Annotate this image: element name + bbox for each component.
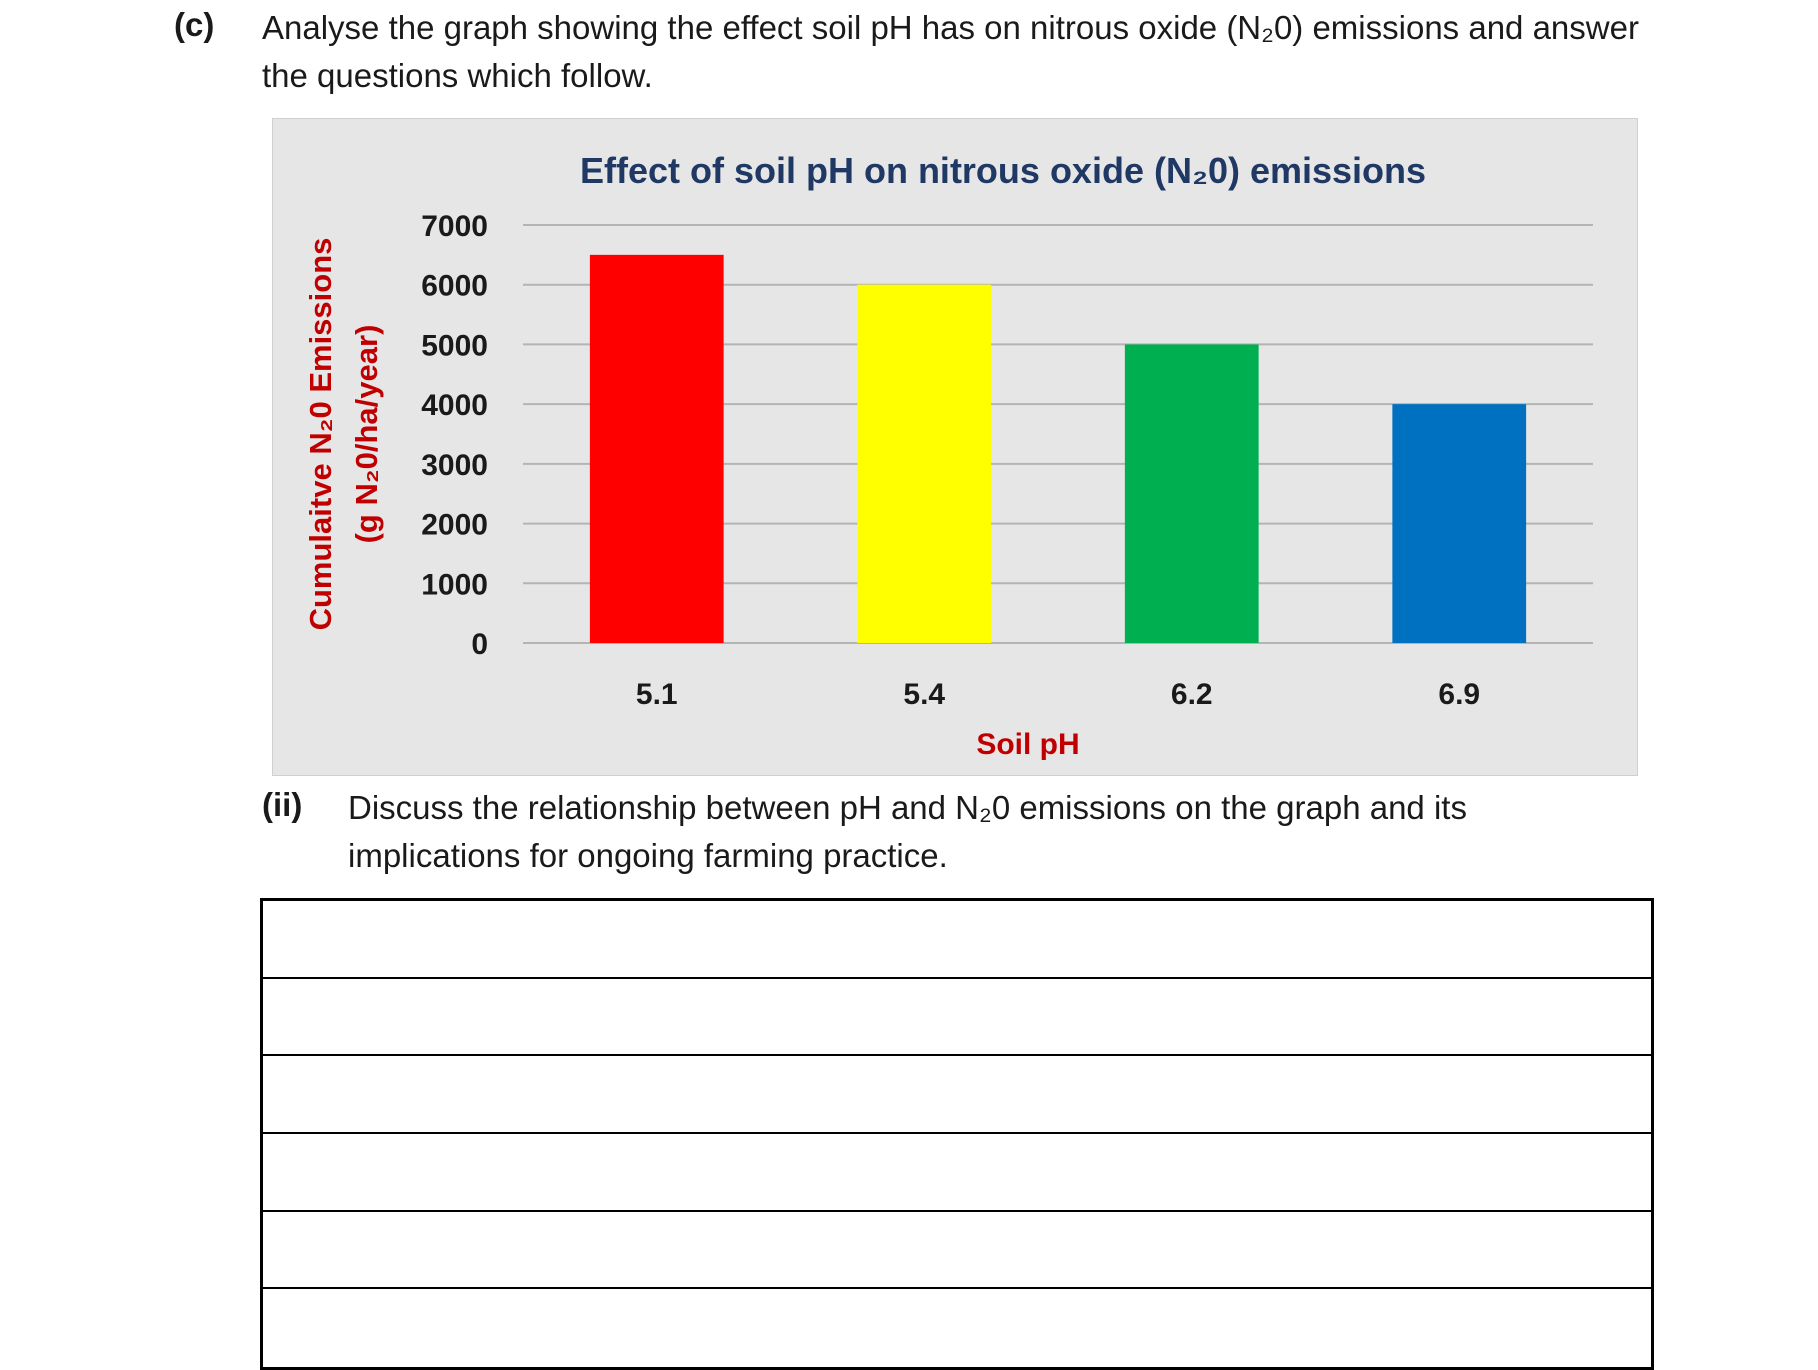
y-tick-label: 2000 — [421, 509, 488, 542]
x-tick-label: 6.2 — [1171, 678, 1213, 711]
y-tick-label: 1000 — [421, 568, 488, 601]
x-tick-label: 5.1 — [636, 678, 678, 711]
question-ii-text: Discuss the relationship between pH and … — [348, 789, 1467, 874]
question-c-text: Analyse the graph showing the effect soi… — [262, 9, 1639, 94]
y-tick-label: 7000 — [421, 210, 488, 243]
y-tick-label: 4000 — [421, 389, 488, 422]
answer-line[interactable] — [263, 1289, 1651, 1367]
chart-title: Effect of soil pH on nitrous oxide (N₂0)… — [580, 150, 1426, 191]
chart-panel: Effect of soil pH on nitrous oxide (N₂0)… — [272, 118, 1638, 776]
bar-chart: Effect of soil pH on nitrous oxide (N₂0)… — [303, 150, 1593, 761]
answer-line[interactable] — [263, 901, 1651, 979]
x-tick-label: 6.9 — [1438, 678, 1480, 711]
y-tick-label: 5000 — [421, 329, 488, 362]
x-axis-label: Soil pH — [976, 728, 1079, 761]
bar — [857, 284, 992, 643]
y-axis-label: (g N₂0/ha/year) — [349, 325, 384, 544]
answer-line[interactable] — [263, 979, 1651, 1057]
answer-box[interactable] — [260, 898, 1654, 1370]
y-axis-label: Cumulaitve N₂0 Emissions — [303, 238, 338, 631]
bar — [1124, 344, 1259, 643]
answer-line[interactable] — [263, 1212, 1651, 1290]
answer-line[interactable] — [263, 1056, 1651, 1134]
x-tick-label: 5.4 — [903, 678, 945, 711]
y-tick-label: 6000 — [421, 270, 488, 303]
question-ii-label: (ii) — [262, 786, 303, 823]
y-tick-label: 0 — [471, 628, 488, 661]
answer-line[interactable] — [263, 1134, 1651, 1212]
bar — [589, 254, 724, 643]
question-c-label: (c) — [174, 6, 215, 43]
y-tick-label: 3000 — [421, 449, 488, 482]
bar — [1392, 404, 1527, 643]
